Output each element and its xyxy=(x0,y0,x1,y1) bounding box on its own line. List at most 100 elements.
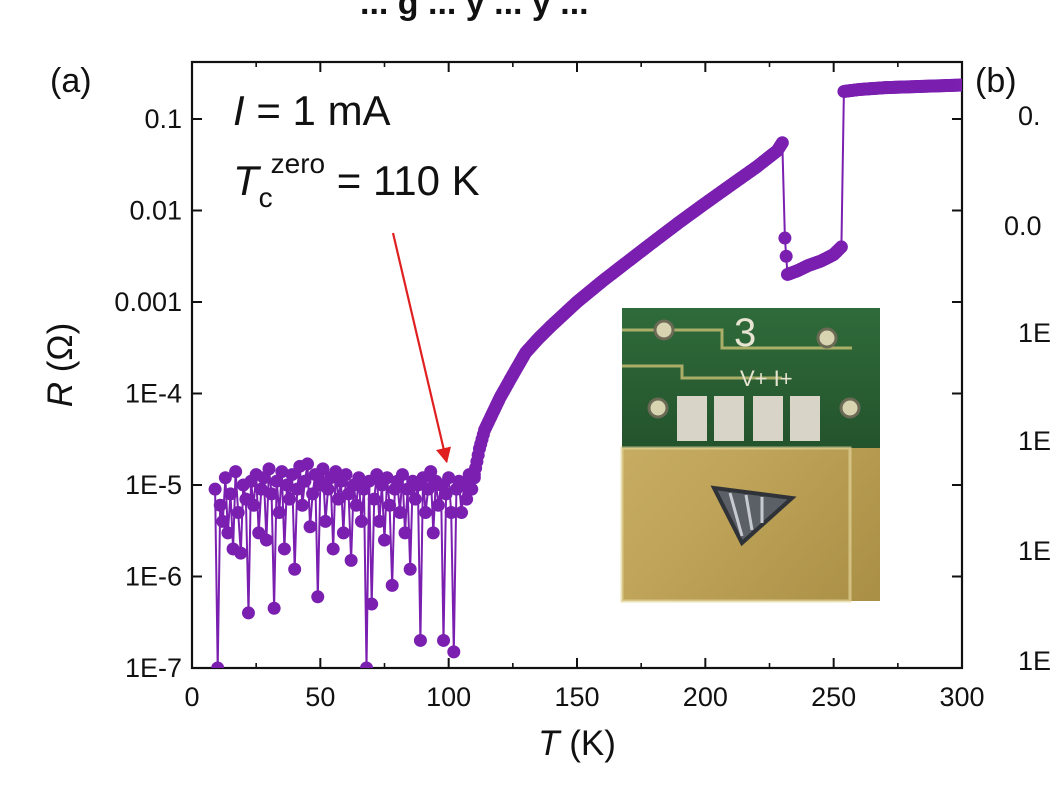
x-axis-title: T (K) xyxy=(538,724,616,763)
data-point xyxy=(311,590,325,604)
data-point xyxy=(339,468,353,482)
data-point xyxy=(336,526,350,540)
data-point xyxy=(298,474,312,488)
data-point xyxy=(365,597,379,611)
data-point xyxy=(306,487,320,501)
data-point xyxy=(211,661,225,668)
data-point xyxy=(303,520,317,534)
data-point xyxy=(262,462,276,476)
data-point xyxy=(329,465,343,479)
x-tick-label: 250 xyxy=(811,682,856,712)
data-point xyxy=(442,471,456,485)
data-point xyxy=(265,487,279,501)
data-point xyxy=(349,498,363,512)
data-point xyxy=(267,601,281,615)
tc-annotation: Tczero = 110 K xyxy=(233,148,480,213)
panel-b-tick-label: 1E xyxy=(1018,536,1051,566)
data-point xyxy=(221,526,235,540)
data-point xyxy=(208,482,222,496)
data-point xyxy=(231,506,245,520)
data-point xyxy=(403,562,417,576)
data-point xyxy=(385,578,399,592)
data-point xyxy=(398,526,412,540)
data-point xyxy=(277,542,291,556)
y-tick-label: 0.001 xyxy=(114,287,182,317)
x-tick-label: 0 xyxy=(184,682,199,712)
data-series xyxy=(208,78,962,668)
x-axis: 0 50 100 150 200 250 300 xyxy=(184,62,985,712)
data-point xyxy=(280,478,294,492)
data-point xyxy=(331,492,345,506)
panel-label-a: (a) xyxy=(50,62,92,100)
y-tick-label: 1E-7 xyxy=(125,653,182,683)
data-point xyxy=(259,533,273,547)
y-tick-label: 1E-6 xyxy=(125,562,182,592)
current-annotation: I = 1 mA xyxy=(233,87,391,134)
data-point xyxy=(408,492,422,506)
data-point xyxy=(424,465,438,479)
x-tick-label: 150 xyxy=(554,682,599,712)
data-point xyxy=(955,78,962,92)
data-point xyxy=(360,661,374,668)
x-tick-label: 300 xyxy=(939,682,984,712)
data-point xyxy=(285,468,299,482)
data-point xyxy=(367,492,381,506)
data-point xyxy=(241,606,255,620)
data-point xyxy=(301,457,314,471)
data-point xyxy=(426,526,440,540)
data-point xyxy=(465,482,479,496)
data-point xyxy=(321,482,335,496)
data-point xyxy=(455,506,468,520)
data-point xyxy=(344,553,358,567)
data-point xyxy=(283,492,297,506)
data-point xyxy=(834,240,848,254)
panel-b-tick-label: 1E xyxy=(1018,318,1051,348)
data-point xyxy=(395,468,409,482)
data-point xyxy=(460,492,474,506)
x-tick-label: 200 xyxy=(683,682,728,712)
data-point xyxy=(275,465,289,479)
data-point xyxy=(234,546,248,560)
inset-pins: V+ I+ xyxy=(740,366,793,391)
data-point xyxy=(383,498,397,512)
y-tick-label: 1E-4 xyxy=(125,379,182,409)
data-point xyxy=(295,498,309,512)
data-point xyxy=(778,231,792,245)
data-point xyxy=(370,468,384,482)
data-point xyxy=(224,487,237,501)
data-point xyxy=(318,514,332,528)
data-point xyxy=(393,506,407,520)
data-point xyxy=(247,498,261,512)
y-axis-title: R (Ω) xyxy=(41,323,80,408)
data-point xyxy=(254,482,268,496)
inset-digit: 3 xyxy=(734,311,756,355)
data-point xyxy=(380,471,394,485)
y-tick-label: 1E-5 xyxy=(125,470,182,500)
y-tick-label: 0.01 xyxy=(129,196,182,226)
data-point xyxy=(775,136,789,150)
panel-b-tick-label: 0.0 xyxy=(1004,211,1042,241)
y-tick-label: 0.1 xyxy=(144,104,182,134)
panel-label-b: (b) xyxy=(975,62,1017,100)
header-fragment: ... g ... y ... y ... xyxy=(360,0,589,22)
data-point xyxy=(288,562,302,576)
data-point xyxy=(437,633,451,647)
data-point xyxy=(779,249,793,263)
data-point xyxy=(316,462,330,476)
data-point xyxy=(444,506,458,520)
panel-b-tick-label: 0. xyxy=(1018,101,1041,131)
y-axis: 1E-7 1E-6 1E-5 1E-4 0.001 0.01 0.1 xyxy=(114,104,962,683)
data-point xyxy=(216,514,230,528)
data-point xyxy=(270,474,284,488)
data-point xyxy=(431,498,445,512)
panel-b-tick-labels: 0. 0.0 1E 1E 1E 1E xyxy=(1004,101,1051,676)
inset-photo: 3 V+ I+ xyxy=(620,308,880,603)
data-point xyxy=(439,487,453,501)
data-point xyxy=(218,471,232,485)
data-point xyxy=(378,533,391,547)
x-tick-label: 50 xyxy=(305,682,335,712)
data-point xyxy=(213,498,227,512)
data-point xyxy=(229,465,243,479)
data-point xyxy=(413,633,427,647)
